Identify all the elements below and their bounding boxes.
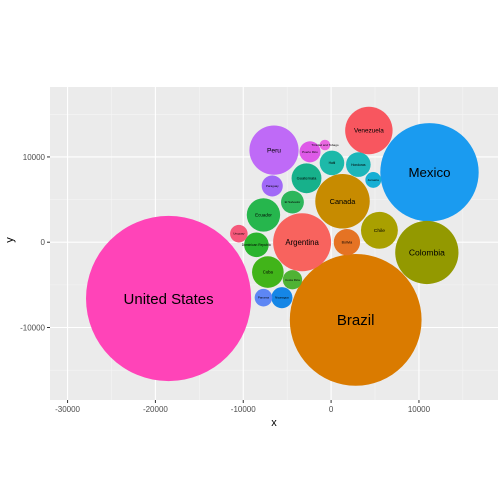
- y-tick-label: -10000: [20, 324, 45, 333]
- x-tick-label: 0: [329, 405, 334, 414]
- bubble-label: United States: [124, 291, 214, 308]
- bubble: [86, 215, 252, 382]
- bubble-label: Chile: [374, 228, 386, 234]
- bubble-label: Canada: [330, 197, 357, 206]
- bubble: [244, 232, 269, 258]
- bubble-label: Paraguay: [266, 184, 279, 188]
- bubble-label: Ecuador: [255, 213, 272, 218]
- bubble-label: Costa Rica: [285, 278, 300, 282]
- x-tick-label: -10000: [231, 405, 256, 414]
- bubble: [273, 213, 332, 272]
- bubble: [230, 224, 248, 243]
- y-tick-label: 0: [41, 238, 46, 247]
- bubble-label: Cuba: [263, 270, 274, 275]
- bubble-label: Nicaragua: [275, 296, 289, 300]
- bubble: [252, 256, 284, 288]
- bubble: [360, 211, 398, 249]
- bubble: [281, 190, 304, 214]
- x-tick-label: -20000: [143, 405, 168, 414]
- bubble-label: Haiti: [329, 161, 336, 165]
- bubble: [246, 198, 281, 232]
- bubble-label: Colombia: [409, 247, 445, 257]
- bubble: [249, 125, 299, 175]
- bubble: [271, 287, 293, 309]
- x-axis-title: x: [271, 417, 277, 429]
- bubble: [282, 270, 303, 290]
- y-axis-title: y: [4, 237, 16, 243]
- bubble: [395, 220, 459, 285]
- bubble-label: Dominican Republic: [242, 243, 272, 247]
- y-tick-label: 10000: [23, 153, 46, 162]
- bubble: [319, 139, 331, 151]
- bubble-label: Mexico: [408, 165, 450, 180]
- bubble-label: Puerto Rico: [302, 150, 318, 154]
- bubble: [315, 174, 370, 229]
- bubble-label: Brazil: [337, 312, 375, 329]
- x-tick-label: -30000: [55, 405, 80, 414]
- bubble: [291, 163, 322, 194]
- bubble: [254, 288, 273, 307]
- bubble-label: Panama: [258, 296, 270, 300]
- bubble-label: Bolivia: [342, 240, 352, 244]
- bubble-label: El Salvador: [285, 200, 301, 204]
- bubble: [380, 123, 479, 222]
- bubble-label: Argentina: [285, 238, 319, 247]
- bubble-label: Peru: [267, 147, 281, 154]
- bubble-label: Venezuela: [354, 128, 384, 135]
- x-tick-label: 10000: [408, 405, 431, 414]
- y-axis: -10000 0 10000: [20, 153, 50, 333]
- bubble: [333, 229, 361, 256]
- bubble-label: Uruguay: [233, 232, 245, 236]
- bubbles: United States Brazil Mexico Colombia Argenti…: [86, 106, 479, 386]
- bubble-label: Trinidad and Tobago: [311, 143, 339, 147]
- bubble: [365, 172, 382, 188]
- bubble-label: Jamaica: [368, 178, 380, 182]
- x-axis: -30000 -20000 -10000 0 10000: [55, 400, 431, 414]
- bubble: [289, 253, 422, 386]
- bubble: [299, 141, 321, 163]
- bubble-label: Honduras: [351, 163, 366, 167]
- bubble: [319, 150, 345, 176]
- bubble-label: Guatemala: [297, 176, 317, 181]
- bubble: [345, 106, 393, 155]
- bubble: [261, 175, 283, 197]
- bubble: [346, 152, 371, 177]
